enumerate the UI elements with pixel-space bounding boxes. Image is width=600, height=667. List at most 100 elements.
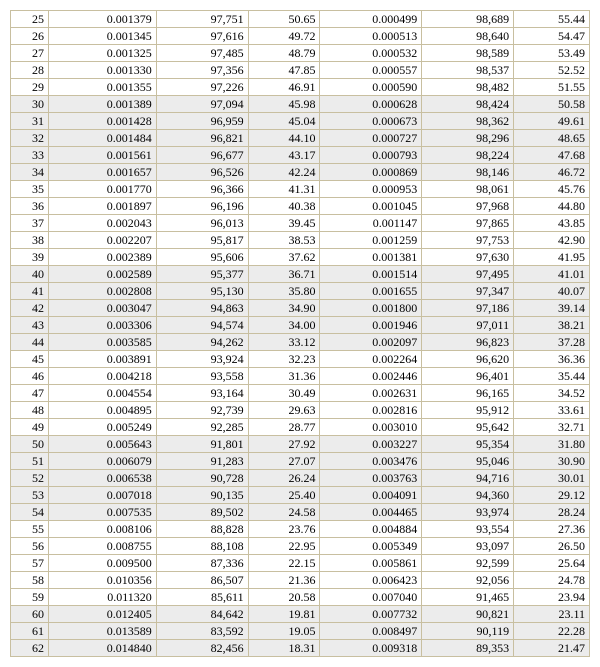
table-cell: 92,599 (422, 555, 514, 572)
table-cell: 82,456 (156, 640, 248, 657)
table-cell: 0.000727 (320, 130, 422, 147)
table-cell: 45.98 (248, 96, 320, 113)
table-row: 350.00177096,36641.310.00095398,06145.76 (11, 181, 590, 198)
table-cell: 29.63 (248, 402, 320, 419)
table-cell: 0.003047 (48, 300, 156, 317)
table-cell: 83,592 (156, 623, 248, 640)
table-cell: 97,226 (156, 79, 248, 96)
table-cell: 0.002207 (48, 232, 156, 249)
table-cell: 93,558 (156, 368, 248, 385)
table-cell: 44.80 (514, 198, 590, 215)
table-cell: 85,611 (156, 589, 248, 606)
table-cell: 96,401 (422, 368, 514, 385)
table-cell: 33.61 (514, 402, 590, 419)
table-cell: 54.47 (514, 28, 590, 45)
table-cell: 0.003227 (320, 436, 422, 453)
table-row: 390.00238995,60637.620.00138197,63041.95 (11, 249, 590, 266)
table-cell: 34 (11, 164, 49, 181)
table-row: 430.00330694,57434.000.00194697,01138.21 (11, 317, 590, 334)
table-cell: 29.12 (514, 487, 590, 504)
table-cell: 98,689 (422, 11, 514, 28)
table-cell: 23.76 (248, 521, 320, 538)
table-cell: 0.004218 (48, 368, 156, 385)
table-cell: 88,828 (156, 521, 248, 538)
table-cell: 98,424 (422, 96, 514, 113)
table-row: 560.00875588,10822.950.00534993,09726.50 (11, 538, 590, 555)
table-cell: 0.001897 (48, 198, 156, 215)
table-row: 400.00258995,37736.710.00151497,49541.01 (11, 266, 590, 283)
table-cell: 51.55 (514, 79, 590, 96)
table-cell: 31.80 (514, 436, 590, 453)
table-cell: 22.15 (248, 555, 320, 572)
table-cell: 87,336 (156, 555, 248, 572)
table-cell: 43.17 (248, 147, 320, 164)
table-cell: 41.01 (514, 266, 590, 283)
table-cell: 97,751 (156, 11, 248, 28)
table-cell: 28.77 (248, 419, 320, 436)
table-row: 370.00204396,01339.450.00114797,86543.85 (11, 215, 590, 232)
table-cell: 30.01 (514, 470, 590, 487)
table-cell: 0.003476 (320, 453, 422, 470)
table-cell: 98,362 (422, 113, 514, 130)
table-cell: 20.58 (248, 589, 320, 606)
table-cell: 0.001381 (320, 249, 422, 266)
table-row: 260.00134597,61649.720.00051398,64054.47 (11, 28, 590, 45)
table-cell: 32.71 (514, 419, 590, 436)
table-cell: 0.000953 (320, 181, 422, 198)
table-cell: 0.002816 (320, 402, 422, 419)
table-cell: 35.44 (514, 368, 590, 385)
table-cell: 23.11 (514, 606, 590, 623)
table-cell: 39.45 (248, 215, 320, 232)
table-cell: 0.004465 (320, 504, 422, 521)
table-cell: 97,485 (156, 45, 248, 62)
table-cell: 0.010356 (48, 572, 156, 589)
table-cell: 94,262 (156, 334, 248, 351)
table-cell: 0.014840 (48, 640, 156, 657)
table-row: 310.00142896,95945.040.00067398,36249.61 (11, 113, 590, 130)
table-cell: 0.001946 (320, 317, 422, 334)
table-cell: 0.009500 (48, 555, 156, 572)
table-cell: 97,968 (422, 198, 514, 215)
table-cell: 49.72 (248, 28, 320, 45)
table-cell: 43 (11, 317, 49, 334)
table-cell: 89,502 (156, 504, 248, 521)
table-cell: 44 (11, 334, 49, 351)
table-cell: 0.002043 (48, 215, 156, 232)
table-cell: 36 (11, 198, 49, 215)
table-cell: 0.005861 (320, 555, 422, 572)
table-cell: 0.002389 (48, 249, 156, 266)
table-cell: 37.28 (514, 334, 590, 351)
table-cell: 47 (11, 385, 49, 402)
table-cell: 55.44 (514, 11, 590, 28)
table-cell: 29 (11, 79, 49, 96)
table-row: 290.00135597,22646.910.00059098,48251.55 (11, 79, 590, 96)
table-cell: 0.004895 (48, 402, 156, 419)
table-cell: 0.000532 (320, 45, 422, 62)
table-cell: 24.58 (248, 504, 320, 521)
table-cell: 0.001325 (48, 45, 156, 62)
table-cell: 95,377 (156, 266, 248, 283)
table-row: 320.00148496,82144.100.00072798,29648.65 (11, 130, 590, 147)
table-cell: 49 (11, 419, 49, 436)
table-cell: 19.05 (248, 623, 320, 640)
table-cell: 48.65 (514, 130, 590, 147)
table-cell: 0.000869 (320, 164, 422, 181)
table-cell: 94,360 (422, 487, 514, 504)
table-cell: 41.31 (248, 181, 320, 198)
table-cell: 0.003763 (320, 470, 422, 487)
table-cell: 96,196 (156, 198, 248, 215)
table-cell: 0.006079 (48, 453, 156, 470)
table-cell: 98,640 (422, 28, 514, 45)
table-cell: 0.007535 (48, 504, 156, 521)
table-cell: 86,507 (156, 572, 248, 589)
table-cell: 28.24 (514, 504, 590, 521)
table-cell: 97,616 (156, 28, 248, 45)
table-cell: 46.72 (514, 164, 590, 181)
table-row: 570.00950087,33622.150.00586192,59925.64 (11, 555, 590, 572)
table-cell: 43.85 (514, 215, 590, 232)
table-cell: 47.85 (248, 62, 320, 79)
table-cell: 38.21 (514, 317, 590, 334)
table-cell: 96,823 (422, 334, 514, 351)
table-cell: 42.24 (248, 164, 320, 181)
table-cell: 40.38 (248, 198, 320, 215)
